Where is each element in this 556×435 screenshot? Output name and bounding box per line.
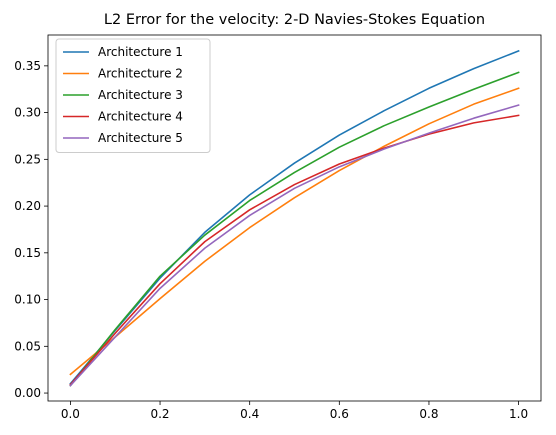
y-tick-label: 0.20 (14, 199, 41, 213)
y-axis: 0.00 0.05 0.10 0.15 0.20 0.25 0.30 0.35 (14, 59, 48, 400)
y-tick-label: 0.10 (14, 293, 41, 307)
legend-label-5: Architecture 5 (98, 131, 183, 145)
x-tick-label: 0.2 (150, 407, 169, 421)
legend-label-3: Architecture 3 (98, 88, 183, 102)
series-line-5 (69, 104, 520, 387)
y-tick-label: 0.30 (14, 106, 41, 120)
legend: Architecture 1 Architecture 2 Architecture… (55, 38, 211, 153)
x-tick-label: 0.0 (61, 407, 80, 421)
series-line-3 (69, 71, 520, 387)
x-axis: 0.0 0.2 0.4 0.6 0.8 1.0 (61, 401, 528, 421)
x-tick-label: 1.0 (509, 407, 528, 421)
series-layer (69, 49, 520, 387)
x-tick-label: 0.6 (330, 407, 349, 421)
series-line-1 (69, 49, 520, 385)
chart-title: L2 Error for the velocity: 2-D Navies-St… (104, 12, 485, 28)
y-tick-label: 0.25 (14, 152, 41, 166)
series-line-4 (69, 114, 520, 386)
plot-frame (47, 34, 542, 402)
y-tick-label: 0.00 (14, 386, 41, 400)
y-tick-label: 0.05 (14, 339, 41, 353)
legend-label-2: Architecture 2 (98, 67, 183, 81)
x-tick-label: 0.4 (240, 407, 259, 421)
legend-label-1: Architecture 1 (98, 45, 183, 59)
x-tick-label: 0.8 (419, 407, 438, 421)
y-tick-label: 0.15 (14, 246, 41, 260)
series-line-2 (69, 87, 520, 376)
legend-box (55, 38, 211, 153)
y-tick-label: 0.35 (14, 59, 41, 73)
legend-label-4: Architecture 4 (98, 110, 183, 124)
